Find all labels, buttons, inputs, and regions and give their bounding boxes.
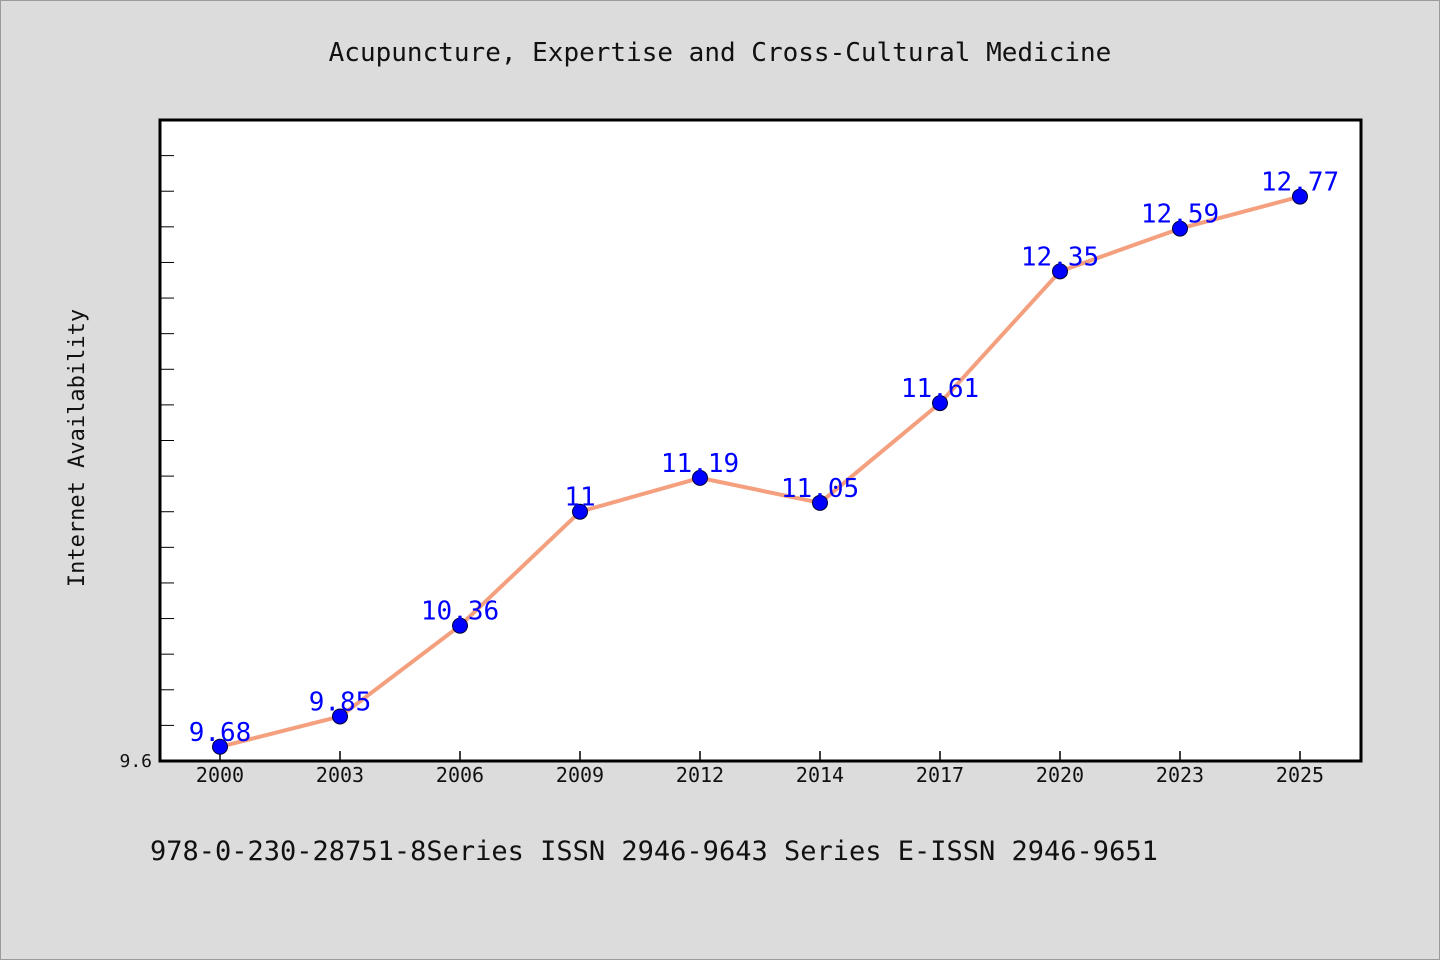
series-line — [218, 194, 1302, 749]
data-point — [1172, 220, 1188, 237]
data-point — [1052, 263, 1068, 280]
plot-area — [158, 118, 1363, 763]
data-point — [1292, 188, 1308, 205]
x-tick-label: 2003 — [316, 763, 364, 787]
data-point — [212, 738, 228, 755]
data-label: 11 — [564, 483, 595, 513]
x-tick-label: 2025 — [1276, 763, 1324, 787]
x-tick-label: 2009 — [556, 763, 604, 787]
series-group: 9.68 9.85 10.36 11 11.19 11.05 11.61 12.35 12.59… — [189, 168, 1339, 755]
data-point — [932, 395, 948, 412]
data-label: 11.05 — [781, 474, 859, 504]
x-tick-label: 2000 — [196, 763, 244, 787]
x-tick-label: 2023 — [1156, 763, 1204, 787]
x-tick-label: 2006 — [436, 763, 484, 787]
x-axis-ticks: 2000 2003 2006 2009 2012 2014 2017 2020 2023 2025 — [196, 751, 1324, 787]
data-point — [692, 469, 708, 486]
x-tick-label: 2014 — [796, 763, 844, 787]
data-label: 9.85 — [309, 687, 372, 717]
data-label: 12.77 — [1261, 168, 1339, 198]
data-label: 12.59 — [1141, 200, 1219, 230]
x-tick-label: 2017 — [916, 763, 964, 787]
data-point — [332, 708, 348, 725]
y-axis-ticks: 9.6 — [119, 155, 174, 772]
data-label: 9.68 — [189, 718, 252, 748]
chart-title: Acupuncture, Expertise and Cross-Cultura… — [329, 38, 1112, 68]
data-label: 12.35 — [1021, 242, 1099, 272]
data-label: 10.36 — [421, 597, 499, 627]
data-label: 11.19 — [661, 449, 739, 479]
data-point — [572, 503, 588, 520]
x-tick-label: 2012 — [676, 763, 724, 787]
data-label: 11.61 — [901, 374, 979, 404]
y-tick-label: 9.6 — [119, 751, 152, 772]
x-tick-label: 2020 — [1036, 763, 1084, 787]
data-point — [812, 494, 828, 511]
y-axis-label: Internet Availability — [65, 309, 90, 587]
footer-isbn-text: 978-0-230-28751-8Series ISSN 2946-9643 S… — [150, 836, 1158, 867]
data-point — [452, 617, 468, 634]
